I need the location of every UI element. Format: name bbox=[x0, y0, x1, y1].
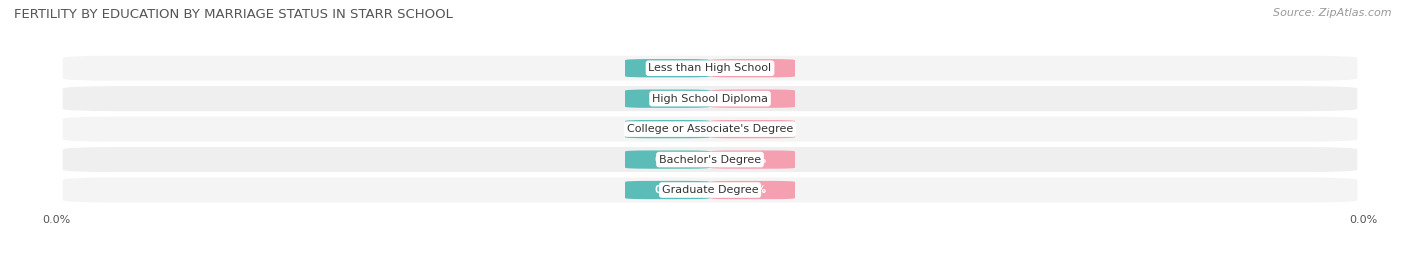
Text: FERTILITY BY EDUCATION BY MARRIAGE STATUS IN STARR SCHOOL: FERTILITY BY EDUCATION BY MARRIAGE STATU… bbox=[14, 8, 453, 21]
Text: 0.0%: 0.0% bbox=[654, 185, 681, 195]
Text: Less than High School: Less than High School bbox=[648, 63, 772, 73]
Text: Bachelor's Degree: Bachelor's Degree bbox=[659, 155, 761, 165]
FancyBboxPatch shape bbox=[626, 90, 710, 108]
FancyBboxPatch shape bbox=[626, 181, 710, 199]
FancyBboxPatch shape bbox=[710, 120, 794, 138]
Legend: Married, Unmarried: Married, Unmarried bbox=[626, 266, 794, 269]
FancyBboxPatch shape bbox=[626, 150, 710, 169]
Text: College or Associate's Degree: College or Associate's Degree bbox=[627, 124, 793, 134]
Text: 0.0%: 0.0% bbox=[740, 94, 766, 104]
Text: 0.0%: 0.0% bbox=[740, 124, 766, 134]
Text: Source: ZipAtlas.com: Source: ZipAtlas.com bbox=[1274, 8, 1392, 18]
FancyBboxPatch shape bbox=[710, 59, 794, 77]
FancyBboxPatch shape bbox=[63, 56, 1357, 81]
FancyBboxPatch shape bbox=[63, 147, 1357, 172]
Text: 0.0%: 0.0% bbox=[740, 63, 766, 73]
Text: 0.0%: 0.0% bbox=[654, 63, 681, 73]
Text: High School Diploma: High School Diploma bbox=[652, 94, 768, 104]
FancyBboxPatch shape bbox=[710, 150, 794, 169]
Text: 0.0%: 0.0% bbox=[654, 155, 681, 165]
Text: 0.0%: 0.0% bbox=[654, 94, 681, 104]
Text: Graduate Degree: Graduate Degree bbox=[662, 185, 758, 195]
FancyBboxPatch shape bbox=[63, 178, 1357, 203]
FancyBboxPatch shape bbox=[710, 90, 794, 108]
FancyBboxPatch shape bbox=[626, 120, 710, 138]
Text: 0.0%: 0.0% bbox=[740, 185, 766, 195]
FancyBboxPatch shape bbox=[710, 181, 794, 199]
Text: 0.0%: 0.0% bbox=[654, 124, 681, 134]
FancyBboxPatch shape bbox=[63, 86, 1357, 111]
FancyBboxPatch shape bbox=[626, 59, 710, 77]
FancyBboxPatch shape bbox=[63, 117, 1357, 141]
Text: 0.0%: 0.0% bbox=[740, 155, 766, 165]
